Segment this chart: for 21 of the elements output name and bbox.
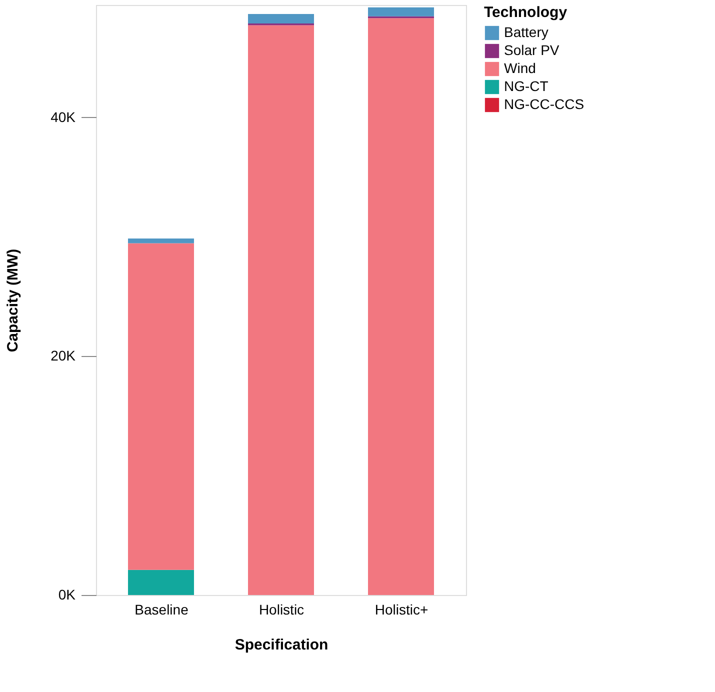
x-tick-label: Holistic+ <box>374 602 428 618</box>
x-tick-label: Holistic <box>258 602 304 618</box>
y-tick-label: 20K <box>50 348 76 364</box>
bar <box>368 18 434 595</box>
y-axis-title: Capacity (MW) <box>4 248 22 352</box>
bar <box>248 14 314 24</box>
y-tick-label: 40K <box>50 108 76 125</box>
legend-label: NG-CC-CCS <box>504 96 584 112</box>
bar <box>128 243 194 570</box>
x-axis-title: Specification <box>234 636 328 654</box>
bar <box>368 7 434 16</box>
legend-label: Solar PV <box>504 42 560 58</box>
y-tick-label: 0K <box>58 586 76 602</box>
x-tick-label: Baseline <box>134 602 189 618</box>
legend-label: Wind <box>504 60 536 76</box>
legend-title: Technology <box>484 4 568 21</box>
bar <box>128 238 194 244</box>
bar <box>248 25 314 595</box>
bar <box>128 570 194 595</box>
legend-label: Battery <box>504 24 548 40</box>
legend-label: NG-CT <box>504 78 549 94</box>
